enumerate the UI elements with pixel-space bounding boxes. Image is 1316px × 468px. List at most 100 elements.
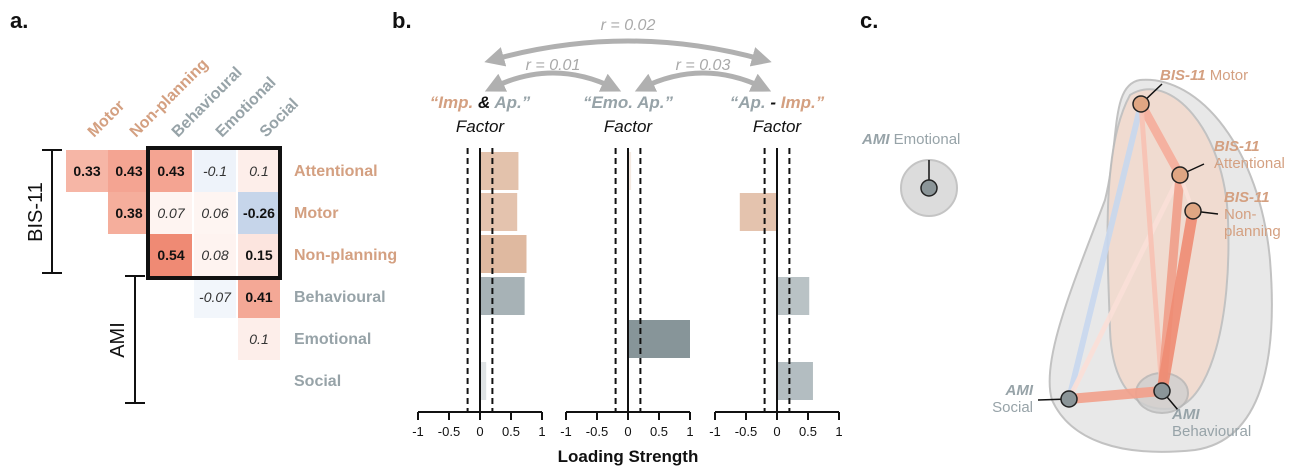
node-label-attentional: BIS-11 bbox=[1214, 138, 1260, 155]
node-motor bbox=[1132, 95, 1150, 113]
matrix-cell-value: -0.26 bbox=[243, 205, 275, 221]
factor-title-part: “Imp. bbox=[430, 93, 473, 112]
edge-social-motor bbox=[1066, 101, 1144, 402]
matrix-cell bbox=[150, 192, 192, 234]
network-diagram: BIS-11 MotorBIS-11AttentionalBIS-11Non-p… bbox=[861, 67, 1285, 453]
matrix-cell bbox=[238, 276, 280, 318]
matrix-column-header: Motor bbox=[85, 97, 128, 140]
x-tick-label: -1 bbox=[412, 424, 424, 439]
matrix-cell bbox=[238, 318, 280, 360]
factor-title: “Ap. - Imp.” bbox=[730, 93, 825, 112]
bis-group-label: BIS-11 bbox=[25, 182, 47, 242]
bar-motor bbox=[480, 193, 518, 231]
matrix-cell-value: 0.54 bbox=[157, 247, 184, 263]
panel-label-a: a. bbox=[10, 8, 28, 33]
factor-subtitle: Factor bbox=[456, 117, 506, 136]
ami-bracket bbox=[125, 275, 145, 404]
node-label-social: AMI bbox=[1005, 382, 1034, 399]
x-tick-label: -1 bbox=[709, 424, 721, 439]
x-tick-label: -0.5 bbox=[586, 424, 608, 439]
factor-panel-3: -1 -0.5 0 0.5 1 “Ap. - Imp.” Factor bbox=[709, 93, 842, 439]
matrix-row-label: Behavioural bbox=[294, 289, 386, 306]
matrix-cell bbox=[194, 150, 236, 192]
x-tick-label: 0.5 bbox=[502, 424, 520, 439]
matrix-cell-value: 0.08 bbox=[201, 247, 228, 263]
factor-title-part: Ap.” bbox=[493, 93, 530, 112]
bar-attentional bbox=[480, 152, 519, 190]
matrix-cell bbox=[108, 192, 150, 234]
matrix-cell bbox=[194, 192, 236, 234]
edge-nonplanning-behavioural bbox=[1156, 205, 1199, 397]
matrix-cell-value: -0.07 bbox=[199, 289, 232, 305]
bar-attentional bbox=[628, 152, 632, 190]
matrix-cell-value: -0.1 bbox=[203, 163, 227, 179]
matrix-row-label: Social bbox=[294, 373, 341, 390]
matrix-row-label: Motor bbox=[294, 205, 338, 222]
correlation-arrow bbox=[484, 70, 622, 92]
node-label-attentional-rest: Attentional bbox=[1214, 155, 1285, 172]
node-social bbox=[1060, 390, 1078, 408]
bar-social bbox=[480, 362, 487, 400]
bar-behavioural bbox=[480, 277, 525, 315]
x-tick-label: 0 bbox=[476, 424, 483, 439]
matrix-row-label: Attentional bbox=[294, 163, 378, 180]
node-label-nonplanning-rest2: planning bbox=[1224, 223, 1281, 240]
node-behavioural bbox=[1153, 382, 1171, 400]
edge-motor-behavioural bbox=[1138, 101, 1165, 394]
loading-bar-charts: -1 -0.5 0 0.5 1 “Imp. & Ap.” Factor -1 -0.5 0 0.5 1… bbox=[412, 93, 842, 439]
correlation-arrows: r = 0.02 r = 0.01 r = 0.03 bbox=[484, 17, 772, 92]
panel-label-b: b. bbox=[392, 8, 412, 33]
correlation-label: r = 0.01 bbox=[526, 57, 581, 74]
correlation-arrow bbox=[634, 70, 772, 92]
matrix-cell-value: 0.38 bbox=[115, 205, 142, 221]
x-tick-label: -0.5 bbox=[438, 424, 460, 439]
node-label-motor: BIS-11 Motor bbox=[1160, 67, 1248, 84]
node-attentional bbox=[1171, 166, 1189, 184]
factor-title: “Imp. & Ap.” bbox=[430, 93, 531, 112]
x-tick-label: 1 bbox=[686, 424, 693, 439]
matrix-cell bbox=[150, 234, 192, 276]
matrix-cell-value: 0.33 bbox=[73, 163, 100, 179]
panel-label-c: c. bbox=[860, 8, 878, 33]
factor-panel-2: -1 -0.5 0 0.5 1 “Emo. Ap.” Factor bbox=[560, 93, 693, 439]
correlation-label: r = 0.03 bbox=[676, 57, 731, 74]
x-tick-label: -0.5 bbox=[735, 424, 757, 439]
x-tick-label: 0.5 bbox=[799, 424, 817, 439]
factor-subtitle: Factor bbox=[604, 117, 654, 136]
factor-title-part: “Emo. Ap.” bbox=[583, 93, 674, 112]
matrix-cell bbox=[238, 234, 280, 276]
factor-title-part: & bbox=[473, 93, 494, 112]
bar-social bbox=[777, 362, 813, 400]
edge-social-attentional bbox=[1066, 172, 1183, 402]
matrix-cell bbox=[66, 150, 108, 192]
matrix-cell bbox=[194, 276, 236, 318]
factor-title-part: Imp.” bbox=[781, 93, 825, 112]
correlation-matrix: 0.33 0.43 0.43 -0.1 0.1 0.38 0.07 0.06 -0.26 0.54… bbox=[66, 150, 280, 360]
bis-bracket bbox=[42, 149, 62, 274]
factor-title-part: “Ap. bbox=[730, 93, 766, 112]
matrix-cell-value: 0.43 bbox=[157, 163, 184, 179]
ami-group-label: AMI bbox=[107, 322, 129, 358]
node-nonplanning bbox=[1184, 202, 1202, 220]
matrix-highlight-box bbox=[146, 146, 282, 280]
x-tick-label: 0 bbox=[624, 424, 631, 439]
x-tick-label: 0.5 bbox=[650, 424, 668, 439]
matrix-row-label: Non-planning bbox=[294, 247, 397, 264]
x-axis-label: Loading Strength bbox=[558, 447, 699, 466]
matrix-cell-value: 0.1 bbox=[249, 163, 268, 179]
x-tick-label: 0 bbox=[773, 424, 780, 439]
x-tick-label: -1 bbox=[560, 424, 572, 439]
matrix-cell-value: 0.41 bbox=[245, 289, 272, 305]
matrix-column-header: Social bbox=[257, 95, 302, 140]
node-label-nonplanning: BIS-11 bbox=[1224, 189, 1270, 206]
bar-emotional bbox=[628, 320, 690, 358]
node-label-behavioural: AMI bbox=[1171, 406, 1200, 423]
factor-panel-1: -1 -0.5 0 0.5 1 “Imp. & Ap.” Factor bbox=[412, 93, 545, 439]
matrix-column-headers: MotorNon-planningBehaviouralEmotionalSoc… bbox=[85, 56, 302, 141]
matrix-cell bbox=[150, 150, 192, 192]
bar-motor bbox=[739, 193, 777, 231]
matrix-cell-value: 0.43 bbox=[115, 163, 142, 179]
bar-non-planning bbox=[480, 235, 527, 273]
x-tick-label: 1 bbox=[538, 424, 545, 439]
